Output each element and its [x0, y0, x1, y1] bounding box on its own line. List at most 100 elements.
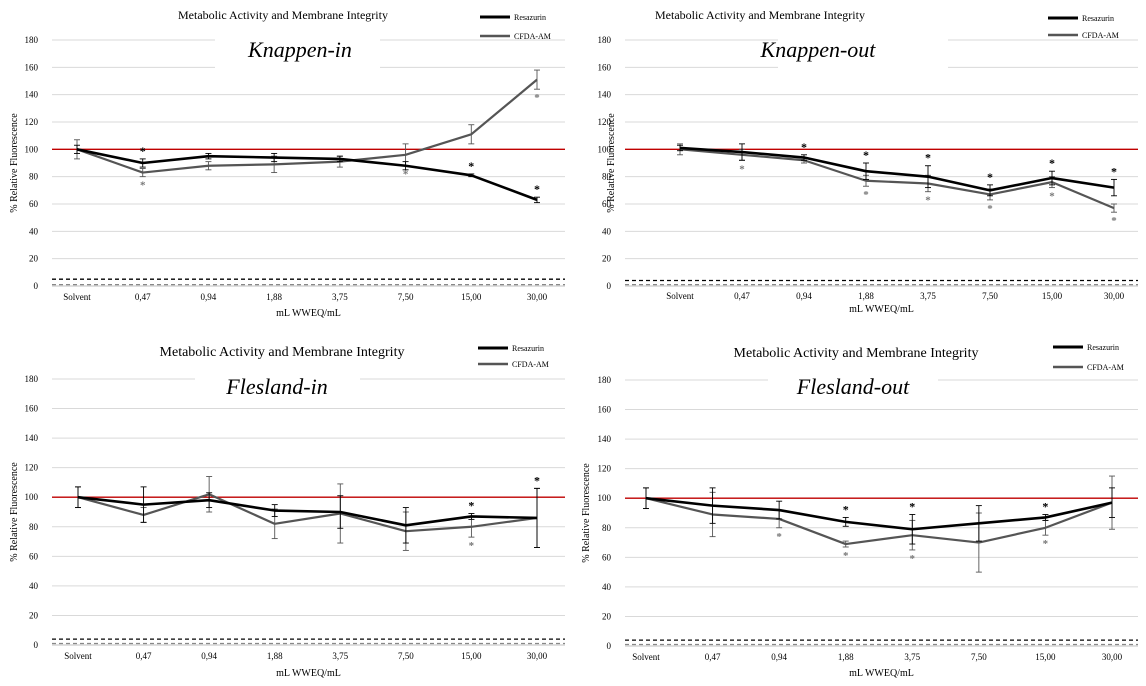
significance-star: *	[863, 148, 869, 162]
y-tick-label: 80	[29, 172, 39, 182]
y-tick-label: 140	[25, 90, 39, 100]
y-tick-label: 160	[598, 405, 612, 415]
y-tick-label: 120	[25, 463, 39, 473]
x-tick-label: 0,47	[136, 651, 152, 661]
legend-label: CFDA-AM	[514, 32, 551, 41]
y-tick-label: 80	[602, 523, 612, 533]
x-tick-label: 0,94	[796, 291, 812, 301]
y-tick-label: 180	[25, 374, 39, 384]
y-tick-label: 20	[29, 254, 39, 264]
y-tick-label: 60	[29, 551, 39, 561]
legend-item: CFDA-AM	[478, 360, 549, 369]
x-tick-label: 1,88	[267, 651, 283, 661]
significance-star: *	[469, 540, 475, 552]
chart-subtitle: Knappen-out	[760, 37, 877, 62]
significance-star: *	[909, 499, 915, 513]
y-tick-label: 140	[598, 90, 612, 100]
x-tick-label: 15,00	[1042, 291, 1063, 301]
y-tick-label: 160	[25, 404, 39, 414]
x-tick-label: 3,75	[332, 292, 348, 302]
legend-item: Resazurin	[1053, 343, 1119, 352]
y-tick-label: 140	[25, 433, 39, 443]
y-tick-label: 40	[29, 226, 39, 236]
significance-star: *	[468, 159, 474, 173]
y-tick-label: 180	[598, 375, 612, 385]
y-tick-label: 0	[34, 640, 39, 650]
x-tick-label: 7,50	[398, 651, 414, 661]
legend-label: CFDA-AM	[1087, 363, 1124, 372]
significance-star: *	[910, 553, 916, 565]
legend-label: Resazurin	[512, 344, 544, 353]
significance-star: *	[534, 473, 540, 487]
x-tick-label: Solvent	[64, 651, 92, 661]
y-tick-label: 20	[602, 611, 612, 621]
legend-item: Resazurin	[1048, 14, 1114, 23]
y-tick-label: 80	[29, 522, 39, 532]
y-tick-label: 0	[607, 281, 612, 291]
x-tick-label: 30,00	[527, 292, 548, 302]
significance-star: *	[1042, 499, 1048, 513]
chart-title: Metabolic Activity and Membrane Integrit…	[178, 8, 388, 22]
y-tick-label: 100	[25, 492, 39, 502]
x-tick-label: 3,75	[920, 291, 936, 301]
chart-title: Metabolic Activity and Membrane Integrit…	[160, 345, 405, 360]
x-tick-label: 1,88	[858, 291, 874, 301]
significance-star: *	[925, 195, 931, 207]
chart-title: Metabolic Activity and Membrane Integrit…	[734, 346, 979, 361]
x-tick-label: 30,00	[1104, 291, 1125, 301]
significance-star: *	[1049, 156, 1055, 170]
x-tick-label: Solvent	[666, 291, 694, 301]
x-axis-label: mL WWEQ/mL	[276, 668, 341, 679]
y-tick-label: 180	[598, 35, 612, 45]
x-tick-label: Solvent	[632, 652, 660, 662]
y-tick-label: 0	[607, 641, 612, 651]
legend-item: CFDA-AM	[1048, 31, 1119, 40]
chart-subtitle: Flesland-in	[225, 374, 327, 399]
x-tick-label: 1,88	[838, 652, 854, 662]
significance-star: *	[843, 502, 849, 516]
y-axis-label: % Relative Fluorescence	[581, 463, 592, 563]
y-axis-label: % Relative Fluorescence	[606, 113, 617, 213]
x-tick-label: 3,75	[904, 652, 920, 662]
x-tick-label: 15,00	[461, 651, 482, 661]
significance-star: *	[863, 189, 869, 201]
x-tick-label: 0,47	[734, 291, 750, 301]
x-tick-label: 0,94	[201, 651, 217, 661]
y-tick-label: 40	[602, 582, 612, 592]
significance-star: *	[1111, 164, 1117, 178]
x-tick-label: 30,00	[527, 651, 548, 661]
significance-star: *	[925, 151, 931, 165]
x-tick-label: 0,47	[705, 652, 721, 662]
legend-item: Resazurin	[480, 13, 546, 22]
significance-star: *	[1049, 191, 1055, 203]
x-tick-label: 15,00	[1035, 652, 1056, 662]
x-tick-label: 3,75	[332, 651, 348, 661]
y-tick-label: 120	[598, 464, 612, 474]
significance-star: *	[739, 163, 745, 175]
y-tick-label: 20	[29, 610, 39, 620]
y-axis-label: % Relative Fluorescence	[9, 113, 20, 213]
significance-star: *	[801, 140, 807, 154]
legend-label: Resazurin	[1087, 343, 1119, 352]
significance-star: *	[140, 180, 146, 192]
y-tick-label: 100	[598, 493, 612, 503]
significance-star: *	[534, 92, 540, 104]
legend-label: Resazurin	[514, 13, 546, 22]
significance-star: *	[468, 498, 474, 512]
chart-subtitle: Knappen-in	[247, 37, 352, 62]
significance-star: *	[140, 144, 146, 158]
y-tick-label: 140	[598, 434, 612, 444]
y-tick-label: 60	[29, 199, 39, 209]
significance-star: *	[987, 170, 993, 184]
significance-star: *	[403, 169, 409, 181]
legend-item: CFDA-AM	[1053, 363, 1124, 372]
y-tick-label: 0	[34, 281, 39, 291]
